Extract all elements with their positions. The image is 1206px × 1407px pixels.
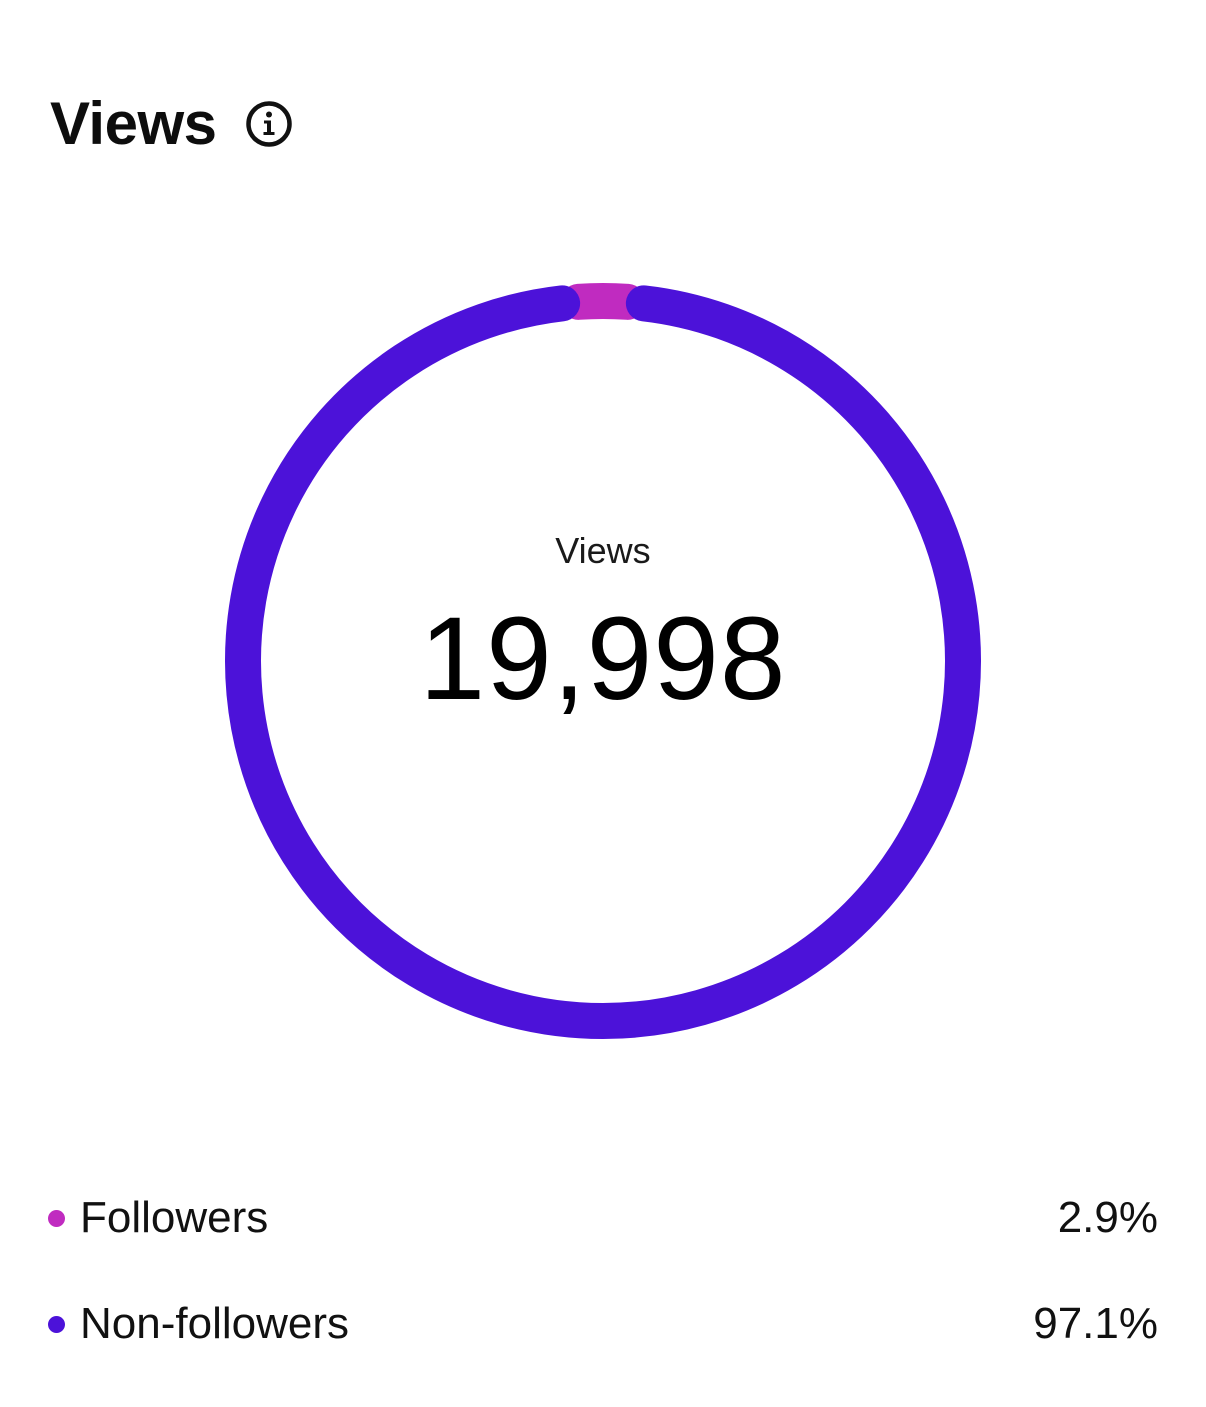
legend-value-non-followers: 97.1%	[1033, 1299, 1158, 1348]
legend-label-non-followers: Non-followers	[80, 1299, 349, 1348]
card-title: Views	[50, 90, 217, 157]
card-header: Views	[50, 88, 293, 160]
views-donut-chart: Views 19,998	[224, 282, 982, 1040]
donut-segment-followers	[560, 283, 646, 320]
legend-item-followers: Followers 2.9%	[48, 1188, 1158, 1248]
legend-label-followers: Followers	[80, 1193, 269, 1242]
legend-value-followers: 2.9%	[1057, 1193, 1158, 1242]
donut-center-label: Views	[555, 530, 651, 571]
donut-svg	[225, 283, 981, 1039]
donut-center-value: 19,998	[419, 593, 787, 725]
legend-dot-followers	[48, 1209, 65, 1227]
info-icon[interactable]	[245, 100, 293, 148]
legend-item-non-followers: Non-followers 97.1%	[48, 1294, 1158, 1354]
donut-segment-non-followers	[225, 285, 981, 1039]
legend-dot-non-followers	[48, 1315, 65, 1333]
